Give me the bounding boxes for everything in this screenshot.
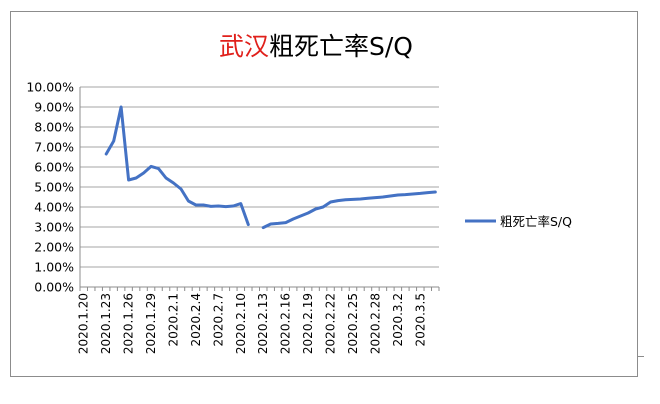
y-tick-label: 10.00%	[26, 80, 74, 95]
x-tick-label: 2020.3.5	[413, 293, 427, 346]
x-tick-label: 2020.2.10	[234, 293, 248, 354]
x-tick-label: 2020.2.7	[211, 293, 225, 346]
chart-title: 武汉粗死亡率S/Q	[219, 32, 413, 61]
y-tick-label: 1.00%	[34, 260, 74, 275]
legend: 粗死亡率S/Q	[465, 214, 572, 229]
x-tick-label: 2020.2.13	[256, 293, 270, 354]
series-lines	[104, 105, 437, 230]
y-tick-label: 7.00%	[34, 140, 74, 155]
x-tick-label: 2020.2.1	[166, 293, 180, 346]
gridlines	[80, 86, 439, 268]
x-tick-label: 2020.1.29	[144, 293, 158, 354]
y-tick-label: 6.00%	[34, 160, 74, 175]
x-tick-label: 2020.2.4	[189, 293, 203, 346]
y-tick-label: 8.00%	[34, 120, 74, 135]
legend-label: 粗死亡率S/Q	[500, 214, 572, 229]
y-tick-label: 3.00%	[34, 220, 74, 235]
frame-edge-tick	[638, 356, 644, 357]
y-tick-label: 2.00%	[34, 240, 74, 255]
y-tick-label: 0.00%	[34, 280, 74, 295]
x-tick-label: 2020.2.28	[368, 293, 382, 354]
x-tick-label: 2020.1.23	[99, 293, 113, 354]
chart-title-city: 武汉	[219, 32, 269, 61]
x-tick-label: 2020.3.2	[391, 293, 405, 346]
series-line-segment	[104, 105, 250, 227]
y-axis-tick-labels: 0.00% 1.00% 2.00% 3.00% 4.00% 5.00% 6.00% 7.00%…	[26, 80, 74, 295]
chart-frame	[10, 11, 638, 377]
chart-title-metric: 粗死亡率S/Q	[269, 32, 413, 61]
y-tick-label: 4.00%	[34, 200, 74, 215]
y-tick-label: 5.00%	[34, 180, 74, 195]
x-tick-label: 2020.2.22	[324, 293, 338, 354]
series-line-segment	[261, 190, 437, 230]
x-tick-label: 2020.2.25	[346, 293, 360, 354]
x-axis: 2020.1.20 2020.1.23 2020.1.26 2020.1.29 2020…	[77, 87, 440, 354]
x-tick-label: 2020.2.19	[301, 293, 315, 354]
x-tick-label: 2020.1.20	[77, 293, 91, 354]
y-tick-label: 9.00%	[34, 100, 74, 115]
x-tick-label: 2020.1.26	[122, 293, 136, 354]
x-tick-label: 2020.2.16	[279, 293, 293, 354]
